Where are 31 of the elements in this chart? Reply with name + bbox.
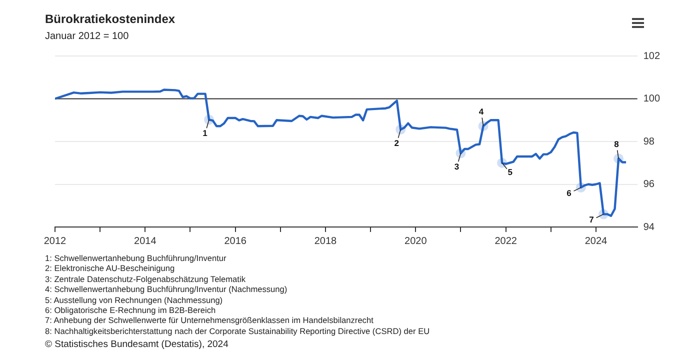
annotation: 5 <box>508 167 513 178</box>
x-tick-label: 2016 <box>224 236 247 247</box>
chart-title: Bürokratiekostenindex <box>45 12 176 26</box>
annotation: 4 <box>478 106 484 116</box>
y-tick-label: 102 <box>643 50 660 62</box>
x-tick-label: 2012 <box>44 236 67 247</box>
annotation: 8 <box>614 138 620 149</box>
text: 5: Ausstellung von Rechnungen (Nachmessung) <box>45 294 224 306</box>
y-tick-label: 96 <box>643 179 655 190</box>
x-tick-label: 2018 <box>314 236 338 247</box>
annotation: 1 <box>202 128 208 138</box>
text: 4: Schwellenwertanhebung Buchführung/Inventur (Nachmessung) <box>45 284 288 295</box>
annotation: 2 <box>394 138 400 148</box>
text: © Statistisches Bundesamt (Destatis), 2024 <box>45 339 228 350</box>
text: 2: Elektronische AU-Bescheinigung <box>45 263 176 274</box>
text: 6: Obligatorische E-Rechnung im B2B-Bereich <box>45 305 217 316</box>
x-tick-label: 2022 <box>494 236 518 247</box>
y-tick-label: 94 <box>643 222 655 233</box>
y-tick-label: 98 <box>643 136 655 148</box>
x-tick-label: 2020 <box>404 236 428 247</box>
annotation: 7 <box>589 214 594 225</box>
text: 3: Zentrale Datenschutz-Folgenabschätzung Telematik <box>45 274 246 284</box>
annotation: 3 <box>454 162 460 172</box>
y-tick-label: 100 <box>643 94 660 104</box>
x-tick-label: 2014 <box>134 236 157 247</box>
chart-subtitle: Januar 2012 = 100 <box>45 31 129 42</box>
text: 1: Schwellenwertanhebung Buchführung/Inventur <box>45 253 228 264</box>
annotation: 6 <box>566 188 572 198</box>
text: 8: Nachhaltigkeitsberichterstattung nach der Corporate Sustainability Reporting Directive (CSRD) der EU <box>45 326 430 336</box>
x-tick-label: 2024 <box>584 236 608 247</box>
text: 7: Anhebung der Schwellenwerte für Unternehmensgrößenklassen im Handelsbilanzrecht <box>45 315 374 326</box>
